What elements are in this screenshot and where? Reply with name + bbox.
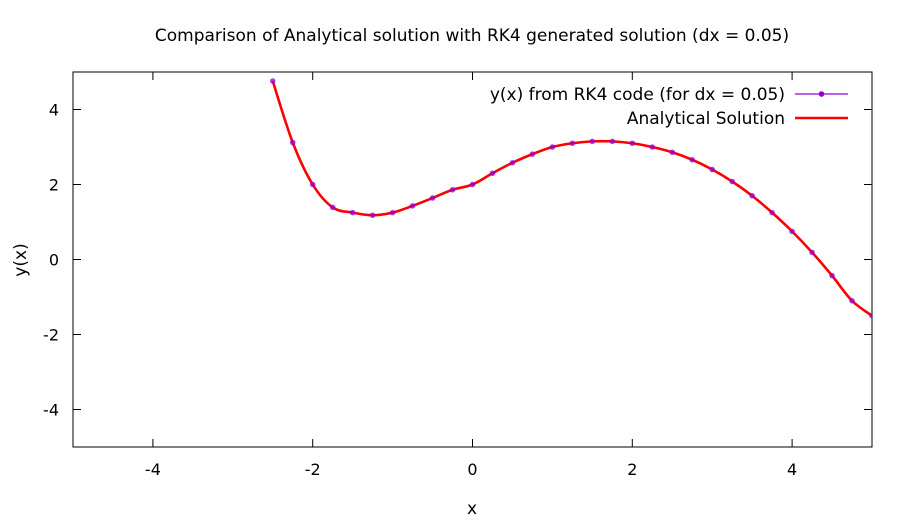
rk4-data-point [449,186,456,193]
series-layer [269,78,872,319]
rk4-data-point [389,209,396,216]
rk4-data-point [849,297,855,304]
rk4-data-point [609,138,616,145]
legend-marker-rk4 [818,91,825,97]
rk4-data-point [669,149,676,156]
rk4-data-point [789,228,795,235]
rk4-data-point [509,159,516,166]
tick-labels: -4 -2 0 2 4 4 2 0 -2 -4 [43,101,797,480]
rk4-data-point [729,178,735,185]
rk4-data-point [629,140,636,147]
x-axis-label: x [467,499,477,519]
rk4-data-point [649,144,656,150]
rk4-data-point [549,144,556,150]
x-tick-label: 2 [627,460,637,479]
x-tick-label: 4 [787,460,797,479]
y-tick-label: -2 [43,326,59,345]
rk4-data-point [869,312,872,319]
rk4-data-point [709,166,715,173]
rk4-data-point [529,151,536,157]
legend: y(x) from RK4 code (for dx = 0.05) Analyt… [490,85,848,129]
rk4-data-point [409,203,416,209]
rk4-data-point [349,209,356,216]
legend-label-rk4: y(x) from RK4 code (for dx = 0.05) [490,85,785,105]
y-tick-label: 2 [49,176,59,195]
rk4-data-point [329,204,336,211]
rk4-data-point [289,139,296,146]
rk4-data-point [769,209,775,216]
x-tick-label: -4 [145,460,161,479]
y-axis-label: y(x) [11,243,31,276]
x-tick-label: -2 [305,460,321,479]
rk4-data-point [749,192,755,199]
rk4-data-point [429,195,436,201]
x-tick-label: 0 [467,460,477,479]
axis-ticks [73,72,872,447]
y-tick-label: 0 [49,251,59,270]
legend-label-analytical: Analytical Solution [627,109,785,129]
rk4-data-point [469,181,476,188]
rk4-data-point [689,156,696,163]
rk4-data-point [589,138,596,145]
rk4-data-point [489,170,496,177]
chart-title: Comparison of Analytical solution with R… [155,26,789,46]
rk4-data-point [269,78,276,84]
rk4-data-point [309,181,316,188]
rk4-data-point [809,249,815,256]
rk4-data-point [829,272,835,279]
rk4-data-point [369,212,376,219]
y-tick-label: 4 [49,101,59,120]
y-tick-label: -4 [43,401,59,420]
rk4-data-point [569,140,576,147]
